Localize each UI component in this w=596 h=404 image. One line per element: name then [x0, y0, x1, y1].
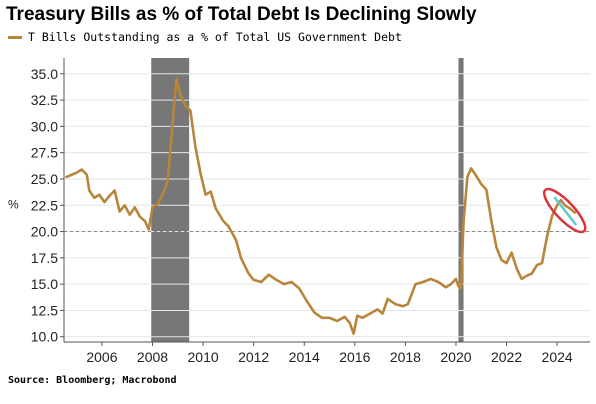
recession-band	[458, 58, 464, 342]
y-tick-label: 15.0	[31, 276, 58, 292]
y-tick-label: 20.0	[31, 224, 58, 240]
y-tick-label: 12.5	[31, 302, 58, 318]
source-note: Source: Bloomberg; Macrobond	[8, 375, 177, 386]
y-tick-labels: 10.0 12.5 15.0 17.5 20.0 22.5 25.0 27.5 30.0 32.5…	[31, 66, 58, 345]
x-tick-label: 2016	[339, 349, 370, 365]
x-tick-label: 2006	[86, 349, 117, 365]
x-tick-label: 2024	[542, 349, 573, 365]
series-line	[65, 77, 577, 335]
y-tick-label: 22.5	[31, 197, 58, 213]
recession-bands	[151, 58, 464, 342]
x-tick-labels: 2006 2008 2010 2012 2014 2016 2018 2020 2022 2024	[86, 349, 573, 365]
y-tick-label: 17.5	[31, 250, 58, 266]
legend: T Bills Outstanding as a % of Total US G…	[8, 30, 402, 44]
series-layer	[65, 77, 577, 335]
legend-label: T Bills Outstanding as a % of Total US G…	[28, 30, 402, 44]
x-tick-label: 2012	[238, 349, 269, 365]
x-tick-label: 2010	[188, 349, 219, 365]
y-axis-label: %	[8, 197, 19, 211]
x-tick-label: 2014	[289, 349, 320, 365]
annotation-ellipse	[542, 187, 587, 234]
y-tick-label: 30.0	[31, 118, 58, 134]
axes	[60, 58, 590, 346]
y-tick-label: 35.0	[31, 66, 58, 82]
x-tick-label: 2020	[440, 349, 471, 365]
legend-swatch	[8, 35, 22, 39]
y-tick-label: 27.5	[31, 145, 58, 161]
x-tick-label: 2022	[491, 349, 522, 365]
annotation-layer	[542, 187, 587, 234]
y-tick-label: 25.0	[31, 171, 58, 187]
grid-lines	[64, 73, 590, 338]
y-tick-label: 32.5	[31, 92, 58, 108]
page-title: Treasury Bills as % of Total Debt Is Dec…	[6, 4, 477, 25]
x-tick-label: 2008	[137, 349, 168, 365]
y-tick-label: 10.0	[31, 329, 58, 345]
recession-band	[151, 58, 190, 342]
x-tick-label: 2018	[390, 349, 421, 365]
annotation-trend-line	[553, 196, 577, 226]
